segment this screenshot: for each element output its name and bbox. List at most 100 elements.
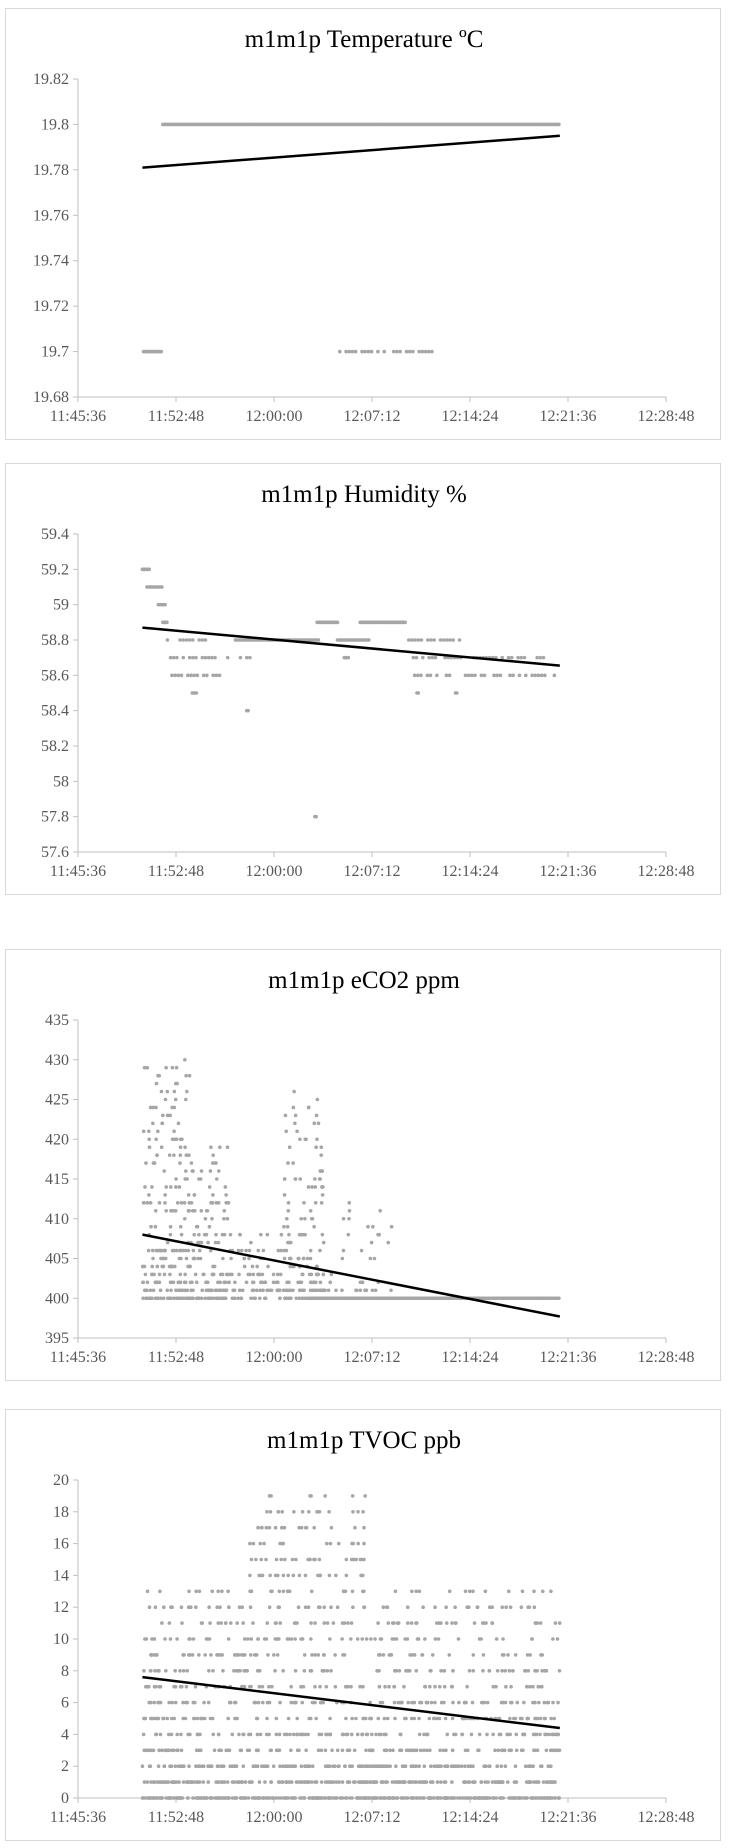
data-point — [185, 1089, 189, 1094]
data-point — [153, 1605, 158, 1609]
data-point — [428, 1748, 432, 1753]
data-point — [203, 638, 208, 642]
data-point — [463, 1748, 468, 1753]
data-point — [222, 1209, 227, 1213]
data-point — [151, 1121, 155, 1126]
data-point — [354, 1716, 358, 1721]
data-point — [248, 1573, 252, 1578]
data-point — [197, 1177, 201, 1181]
data-point — [524, 673, 528, 678]
data-point — [444, 1621, 449, 1625]
data-point — [211, 1669, 215, 1673]
data-point — [153, 1224, 158, 1229]
data-point — [455, 691, 459, 695]
data-point — [261, 1796, 265, 1800]
data-point — [192, 1193, 197, 1197]
data-point — [250, 1264, 255, 1269]
data-point — [211, 673, 216, 678]
data-point — [502, 1653, 506, 1657]
data-point — [538, 1732, 542, 1737]
data-point — [254, 1716, 259, 1721]
data-point — [179, 1764, 183, 1768]
data-point — [448, 638, 452, 642]
data-point — [392, 1637, 396, 1641]
data-point — [426, 349, 431, 354]
data-point — [476, 1748, 480, 1753]
data-point — [187, 1764, 191, 1768]
y-tick-label: 18 — [53, 1504, 69, 1521]
data-point — [484, 1621, 488, 1625]
data-point — [508, 1716, 512, 1721]
data-point — [168, 1232, 173, 1237]
data-point — [309, 1589, 314, 1594]
data-point — [150, 1653, 154, 1657]
x-tick-label: 12:00:00 — [246, 1809, 303, 1826]
data-point — [177, 1280, 181, 1285]
data-point — [533, 1700, 537, 1705]
data-point — [425, 673, 430, 678]
data-point — [351, 1605, 355, 1609]
y-tick-label: 57.8 — [41, 809, 69, 826]
data-point — [215, 1653, 219, 1657]
data-point — [392, 1621, 396, 1625]
data-point — [487, 1669, 492, 1673]
data-point — [285, 1224, 290, 1229]
data-point — [490, 1621, 494, 1625]
data-point — [332, 1764, 337, 1768]
data-point — [487, 1796, 492, 1800]
data-point — [180, 1621, 184, 1625]
data-point — [247, 1248, 252, 1253]
y-tick-label: 19.76 — [33, 207, 69, 224]
data-point — [211, 1732, 216, 1737]
data-point — [463, 1764, 467, 1768]
data-point — [287, 1589, 292, 1594]
data-point — [239, 1748, 244, 1753]
data-point — [303, 1732, 308, 1737]
data-point — [306, 1185, 311, 1189]
data-point — [200, 1621, 204, 1625]
data-point — [497, 1732, 502, 1737]
data-point — [155, 1796, 160, 1800]
data-point — [528, 1780, 533, 1784]
data-point — [185, 673, 190, 678]
data-point — [168, 1224, 173, 1229]
data-point — [365, 1732, 370, 1737]
data-point — [283, 1296, 287, 1301]
data-point — [158, 1589, 162, 1594]
data-point — [289, 1780, 294, 1784]
data-point — [276, 1605, 281, 1609]
data-point — [359, 1573, 363, 1578]
data-point — [156, 1073, 160, 1078]
data-point — [243, 1653, 247, 1657]
data-point — [245, 1669, 249, 1673]
data-point — [482, 673, 487, 678]
data-point — [313, 1621, 317, 1625]
data-point — [340, 1732, 345, 1737]
data-point — [147, 1605, 152, 1609]
data-point — [217, 1796, 221, 1800]
data-point — [193, 1684, 198, 1689]
data-point — [554, 1748, 559, 1753]
eco2-trendline — [142, 1233, 561, 1318]
data-point — [291, 1732, 296, 1737]
data-point — [227, 1796, 231, 1800]
data-point — [486, 1780, 490, 1784]
data-point — [541, 655, 546, 660]
data-point — [532, 1748, 536, 1753]
data-point — [426, 638, 430, 642]
data-point — [171, 1209, 175, 1213]
data-point — [317, 1732, 322, 1737]
data-point — [226, 1280, 231, 1285]
data-point — [370, 1732, 374, 1737]
y-tick-label: 19.78 — [33, 162, 69, 179]
data-point — [419, 1780, 424, 1784]
data-point — [549, 1589, 553, 1594]
data-point — [519, 1748, 524, 1753]
data-point — [552, 673, 557, 678]
data-point — [318, 1573, 322, 1578]
x-tick-label: 11:52:48 — [148, 863, 204, 880]
data-point — [313, 1684, 317, 1689]
data-point — [372, 1256, 377, 1261]
data-point — [205, 1209, 210, 1213]
data-point — [163, 1097, 168, 1102]
